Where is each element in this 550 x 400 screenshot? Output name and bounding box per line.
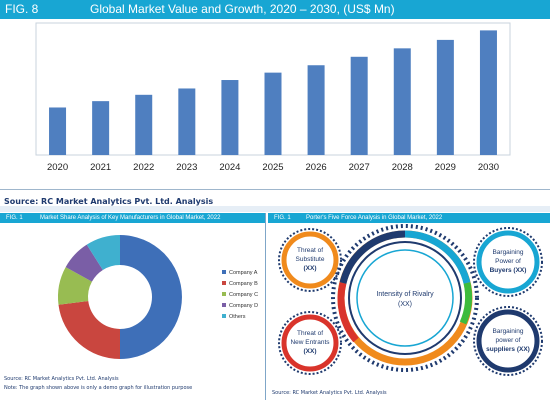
suppliers-dash-ring	[473, 306, 543, 376]
entrants-ring	[281, 314, 339, 372]
donut-slice-company-a	[120, 235, 182, 359]
x-tick-2030: 2030	[478, 162, 499, 173]
suppliers-line-2: power of	[496, 337, 521, 344]
market-value-bar-chart: 2020 2021 2022 2023 2024 2025 2026 2027 2028 2029…	[35, 22, 511, 173]
rivalry-core	[356, 249, 454, 347]
suppliers-ring	[476, 309, 540, 373]
porter-label: FIG. 1	[274, 215, 291, 221]
substitute-value: (XX)	[304, 265, 317, 272]
legend-swatch-company-d	[222, 303, 226, 307]
entrants-value: (XX)	[304, 348, 317, 355]
bar-2030	[479, 30, 497, 156]
donut-slice-others	[86, 235, 120, 270]
market-share-donut-chart: Company A Company B Company C Company D Othe…	[58, 235, 258, 359]
rivalry-red-arc	[337, 282, 359, 343]
legend-label-others: Others	[229, 314, 246, 320]
market-share-title: Market Share Analysis of Key Manufacture…	[40, 215, 221, 221]
rivalry-blue-arc	[404, 230, 471, 284]
legend-swatch-company-c	[222, 292, 226, 296]
x-tick-2021: 2021	[90, 162, 111, 173]
bar-2028	[393, 48, 411, 155]
porter-panel: FIG. 1 Porter's Five Force Analysis in G…	[268, 213, 550, 400]
substitute-ring	[281, 231, 339, 289]
porter-diagram: Intensity of Rivalry (XX) Threat of Subs…	[278, 224, 543, 376]
suppliers-line-1: Bargaining	[492, 328, 523, 335]
market-share-source: Source: RC Market Analytics Pvt. Ltd. An…	[4, 376, 119, 382]
rivalry-green-arc	[459, 282, 472, 325]
entrants-line-1: Threat of	[297, 330, 323, 337]
market-share-panel: FIG. 1 Market Share Analysis of Key Manu…	[0, 213, 266, 400]
bar-2022	[135, 94, 153, 155]
fig8-label: FIG. 8	[5, 2, 39, 16]
market-share-header: FIG. 1 Market Share Analysis of Key Manu…	[0, 213, 265, 223]
porter-header: FIG. 1 Porter's Five Force Analysis in G…	[268, 213, 550, 223]
buyers-line-1: Bargaining	[492, 249, 523, 256]
legend-swatch-company-a	[222, 270, 226, 274]
x-tick-2024: 2024	[219, 162, 240, 173]
buyers-value: Buyers (XX)	[490, 267, 527, 274]
x-tick-2029: 2029	[435, 162, 456, 173]
porter-title: Porter's Five Force Analysis in Global M…	[306, 215, 443, 221]
rivalry-outer-dash-ring	[331, 224, 479, 372]
fig8-title: Global Market Value and Growth, 2020 – 2…	[90, 2, 395, 16]
donut-slice-company-d	[65, 244, 103, 282]
legend-label-company-d: Company D	[229, 303, 258, 309]
bar-2023	[178, 88, 196, 155]
rivalry-text: Intensity of Rivalry	[376, 291, 434, 298]
market-share-note: Note: The graph shown above is only a de…	[4, 385, 193, 391]
bar-2025	[264, 72, 282, 155]
legend-swatch-others	[222, 314, 226, 318]
x-tick-2022: 2022	[133, 162, 154, 173]
substitute-dash-ring	[278, 228, 342, 292]
buyers-dash-ring	[473, 227, 543, 297]
x-tick-2020: 2020	[47, 162, 68, 173]
legend-swatch-company-b	[222, 281, 226, 285]
legend-label-company-b: Company B	[229, 281, 258, 287]
rivalry-value: (XX)	[398, 301, 412, 308]
source-divider	[0, 189, 550, 190]
bar-2021	[92, 101, 110, 155]
x-tick-2027: 2027	[349, 162, 370, 173]
buyers-ring	[476, 230, 540, 294]
donut-slice-company-c	[58, 267, 92, 305]
substitute-line-2: Substitute	[296, 256, 325, 263]
fig8-header-bar: FIG. 8 Global Market Value and Growth, 2…	[0, 0, 550, 19]
porter-source: Source: RC Market Analytics Pvt. Ltd. An…	[272, 390, 387, 396]
bar-2024	[221, 80, 239, 155]
legend-label-company-a: Company A	[229, 270, 258, 276]
x-tick-2025: 2025	[262, 162, 283, 173]
substitute-line-1: Threat of	[297, 247, 323, 254]
x-tick-2028: 2028	[392, 162, 413, 173]
bar-2026	[307, 65, 325, 155]
section-gap	[0, 206, 550, 212]
x-tick-2026: 2026	[306, 162, 327, 173]
entrants-line-2: New Entrants	[290, 339, 330, 346]
legend-label-company-c: Company C	[229, 292, 258, 298]
suppliers-value: suppliers (XX)	[486, 346, 530, 353]
bar-2020	[49, 107, 67, 155]
bar-2027	[350, 56, 368, 155]
rivalry-navy-arc	[339, 230, 406, 284]
fig8-source: Source: RC Market Analytics Pvt. Ltd. An…	[4, 197, 214, 206]
entrants-dash-ring	[278, 311, 342, 375]
market-share-label: FIG. 1	[6, 215, 23, 221]
bar-2029	[436, 39, 454, 156]
buyers-line-2: Power of	[495, 258, 521, 265]
donut-slice-company-b	[58, 301, 120, 359]
x-tick-2023: 2023	[176, 162, 197, 173]
